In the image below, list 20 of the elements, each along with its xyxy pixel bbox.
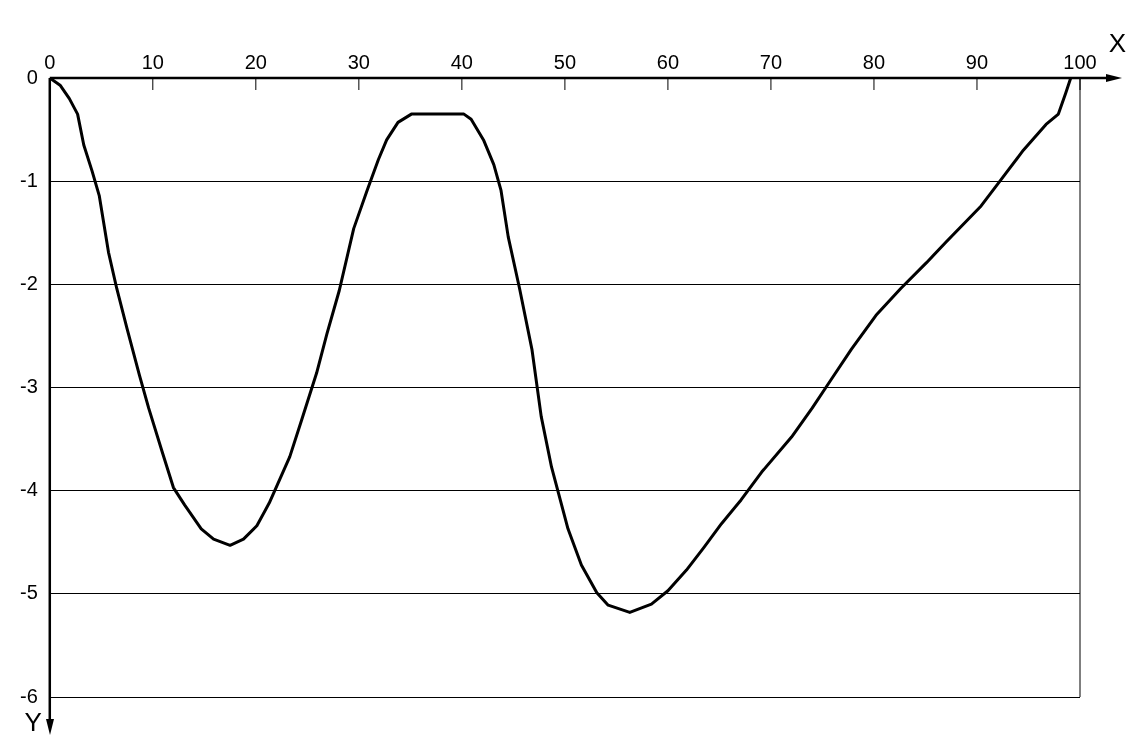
x-tick-label: 0 <box>44 50 56 73</box>
x-tick-label: 50 <box>553 50 577 73</box>
y-tick-label: -3 <box>19 375 38 398</box>
y-axis-title: Y <box>24 707 42 738</box>
x-tick-label: 90 <box>965 50 989 73</box>
x-tick-label: 40 <box>450 50 473 73</box>
x-tick-label: 100 <box>1063 50 1097 73</box>
x-tick-label: 80 <box>862 50 886 73</box>
y-tick-label: -1 <box>19 168 38 191</box>
x-tick-label: 10 <box>141 50 164 73</box>
y-tick-label: -2 <box>19 271 38 294</box>
y-tick-label: -5 <box>19 581 38 604</box>
x-axis-title: X <box>1108 28 1126 59</box>
y-tick-label: -6 <box>19 684 38 707</box>
y-tick-label: -4 <box>19 478 38 501</box>
x-tick-label: 30 <box>347 50 370 73</box>
x-tick-label: 70 <box>759 50 783 73</box>
x-tick-label: 20 <box>244 50 267 73</box>
y-tick-label: 0 <box>26 65 38 88</box>
x-tick-label: 60 <box>656 50 680 73</box>
